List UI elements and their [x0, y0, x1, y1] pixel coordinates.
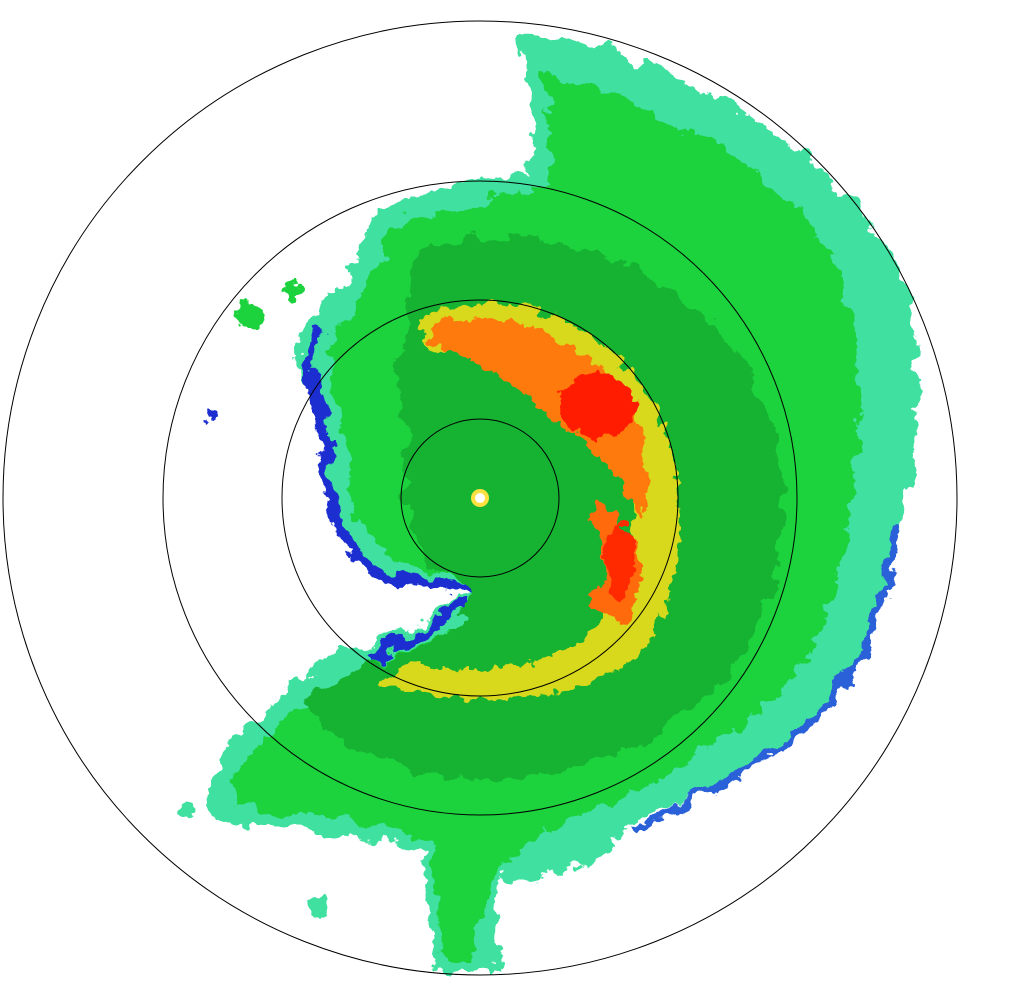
echo-red: [606, 520, 634, 600]
radar-site: [475, 493, 485, 503]
range-ring: [162, 180, 798, 816]
range-ring: [281, 299, 679, 697]
echo-cell: [308, 893, 332, 917]
echo-weak: [304, 327, 474, 665]
range-rings: [2, 20, 958, 976]
echo-cell: [203, 408, 217, 422]
echo-cell: [236, 301, 264, 329]
echo-red: [560, 373, 636, 437]
range-ring: [2, 20, 958, 976]
echo-layers: [207, 34, 918, 972]
echo-cell: [283, 281, 301, 299]
echo-weak: [637, 519, 904, 834]
range-ring: [400, 418, 560, 578]
echo-cell: [177, 802, 193, 818]
echo-moderate: [300, 238, 784, 781]
echo-cores: [177, 281, 680, 917]
echo-orange: [430, 318, 648, 520]
